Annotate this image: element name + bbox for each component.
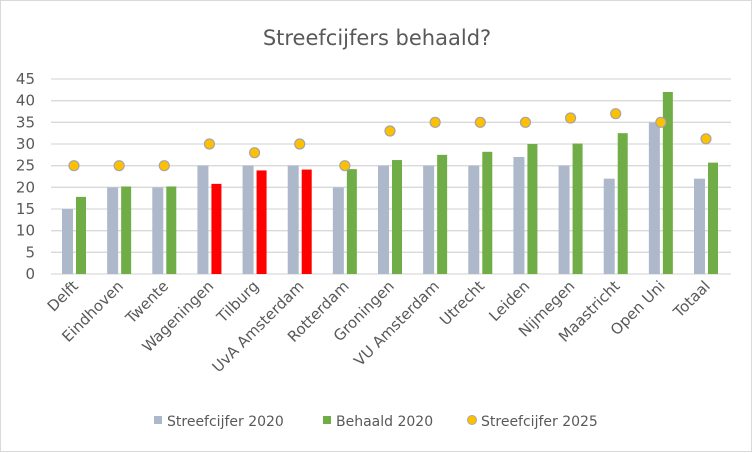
bar-streefcijfer-2020 bbox=[62, 209, 73, 274]
bar-streefcijfer-2020 bbox=[242, 165, 254, 274]
markers bbox=[68, 108, 712, 172]
x-tick-label: Utrecht bbox=[436, 277, 488, 329]
marker-streefcijfer-2025 bbox=[474, 116, 486, 128]
bar-behaald-2020 bbox=[617, 133, 628, 274]
legend-swatch bbox=[467, 415, 477, 425]
y-tick-label: 45 bbox=[16, 70, 35, 88]
marker-streefcijfer-2025 bbox=[429, 116, 441, 128]
bars bbox=[62, 92, 718, 274]
bar-streefcijfer-2020 bbox=[287, 165, 299, 274]
y-tick-label: 5 bbox=[25, 243, 35, 261]
marker-streefcijfer-2025 bbox=[655, 116, 667, 128]
bar-behaald-2020 bbox=[166, 186, 177, 274]
y-tick-label: 15 bbox=[16, 200, 35, 218]
marker-streefcijfer-2025 bbox=[68, 160, 80, 172]
bar-streefcijfer-2020 bbox=[648, 122, 660, 274]
bar-streefcijfer-2020 bbox=[332, 187, 344, 274]
marker-streefcijfer-2025 bbox=[519, 116, 532, 128]
y-axis-ticks: 0 5 10 15 20 25 30 35 40 45 bbox=[16, 70, 35, 283]
bar-behaald-2020 bbox=[301, 169, 312, 274]
bar-behaald-2020 bbox=[662, 92, 673, 274]
y-tick-label: 40 bbox=[16, 92, 35, 110]
x-tick-label: Delft bbox=[44, 277, 82, 315]
y-tick-label: 0 bbox=[25, 265, 35, 283]
chart-title: Streefcijfers behaald? bbox=[263, 26, 491, 50]
bar-streefcijfer-2020 bbox=[558, 165, 570, 274]
bar-behaald-2020 bbox=[482, 151, 493, 274]
y-tick-label: 35 bbox=[16, 113, 35, 131]
bar-behaald-2020 bbox=[392, 160, 402, 274]
bar-behaald-2020 bbox=[572, 143, 583, 274]
marker-streefcijfer-2025 bbox=[610, 108, 622, 120]
legend-label: Streefcijfer 2020 bbox=[167, 414, 284, 430]
marker-streefcijfer-2025 bbox=[700, 133, 712, 145]
bar-behaald-2020 bbox=[76, 196, 86, 274]
marker-streefcijfer-2025 bbox=[294, 138, 306, 150]
marker-streefcijfer-2025 bbox=[384, 125, 396, 137]
legend: Streefcijfer 2020 Behaald 2020 Streefcijfe… bbox=[154, 414, 598, 430]
y-tick-label: 25 bbox=[16, 157, 35, 175]
marker-streefcijfer-2025 bbox=[158, 160, 170, 172]
marker-streefcijfer-2025 bbox=[203, 138, 216, 150]
bar-streefcijfer-2020 bbox=[197, 165, 209, 274]
bar-streefcijfer-2020 bbox=[107, 187, 119, 274]
legend-swatch bbox=[323, 416, 331, 424]
legend-swatch bbox=[154, 416, 162, 424]
bar-streefcijfer-2020 bbox=[152, 187, 164, 274]
bar-streefcijfer-2020 bbox=[378, 165, 389, 274]
bar-behaald-2020 bbox=[256, 170, 267, 274]
bar-streefcijfer-2020 bbox=[603, 178, 615, 274]
bar-behaald-2020 bbox=[708, 162, 718, 274]
bar-behaald-2020 bbox=[527, 144, 538, 274]
x-axis-labels: DelftEindhovenTwenteWageningenTilburgUvA… bbox=[44, 277, 714, 376]
bar-streefcijfer-2020 bbox=[513, 157, 525, 274]
bar-behaald-2020 bbox=[211, 183, 222, 274]
marker-streefcijfer-2025 bbox=[564, 112, 577, 124]
legend-label: Streefcijfer 2025 bbox=[481, 414, 598, 430]
y-tick-label: 10 bbox=[16, 222, 35, 240]
legend-label: Behaald 2020 bbox=[336, 414, 433, 430]
bar-behaald-2020 bbox=[346, 169, 357, 274]
bar-streefcijfer-2020 bbox=[423, 165, 435, 274]
marker-streefcijfer-2025 bbox=[113, 160, 125, 172]
bar-streefcijfer-2020 bbox=[468, 165, 480, 274]
bar-behaald-2020 bbox=[121, 186, 132, 274]
bar-streefcijfer-2020 bbox=[694, 178, 705, 274]
y-tick-label: 20 bbox=[16, 178, 35, 196]
x-tick-label: Totaal bbox=[669, 277, 714, 322]
y-tick-label: 30 bbox=[16, 135, 35, 153]
marker-streefcijfer-2025 bbox=[339, 160, 351, 172]
marker-streefcijfer-2025 bbox=[248, 147, 261, 159]
bar-behaald-2020 bbox=[437, 154, 448, 274]
